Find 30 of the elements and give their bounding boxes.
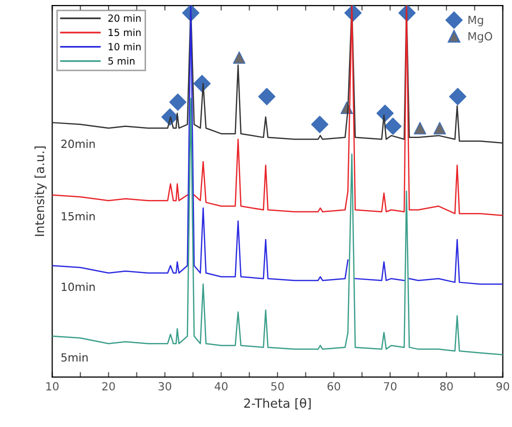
point bbox=[169, 94, 186, 111]
x-tick-label: 40 bbox=[214, 382, 228, 391]
x-tick-label: 70 bbox=[384, 382, 396, 391]
annotation: 20min bbox=[61, 139, 95, 148]
x-tick-label: 30 bbox=[158, 382, 172, 391]
point bbox=[384, 118, 402, 135]
point bbox=[311, 116, 328, 134]
legend-label: 20 min bbox=[108, 14, 141, 22]
legend-label: Mg bbox=[468, 16, 484, 26]
x-axis-title: 2-Theta [θ] bbox=[244, 398, 311, 410]
annotation: 15min bbox=[62, 212, 95, 220]
legend-label: 10 min bbox=[108, 42, 141, 50]
legend-label: 15 min bbox=[108, 28, 141, 36]
point bbox=[449, 88, 466, 106]
x-tick-label: 80 bbox=[440, 382, 453, 391]
x-tick-label: 20 bbox=[102, 382, 115, 391]
point bbox=[433, 122, 446, 134]
point bbox=[232, 51, 246, 64]
x-tick-label: 90 bbox=[496, 382, 510, 391]
annotation: 5min bbox=[61, 353, 88, 362]
point bbox=[376, 104, 394, 122]
x-tick-label: 50 bbox=[271, 382, 284, 391]
point bbox=[258, 88, 276, 106]
point bbox=[414, 122, 426, 134]
x-tick-label: 60 bbox=[328, 382, 340, 391]
y-axis-title: Intensity [a.u.] bbox=[34, 146, 47, 236]
legend-label: 5 min bbox=[108, 57, 134, 65]
x-tick-label: 10 bbox=[46, 382, 59, 391]
legend-label: MgO bbox=[468, 32, 492, 43]
annotation: 10min bbox=[62, 282, 95, 292]
